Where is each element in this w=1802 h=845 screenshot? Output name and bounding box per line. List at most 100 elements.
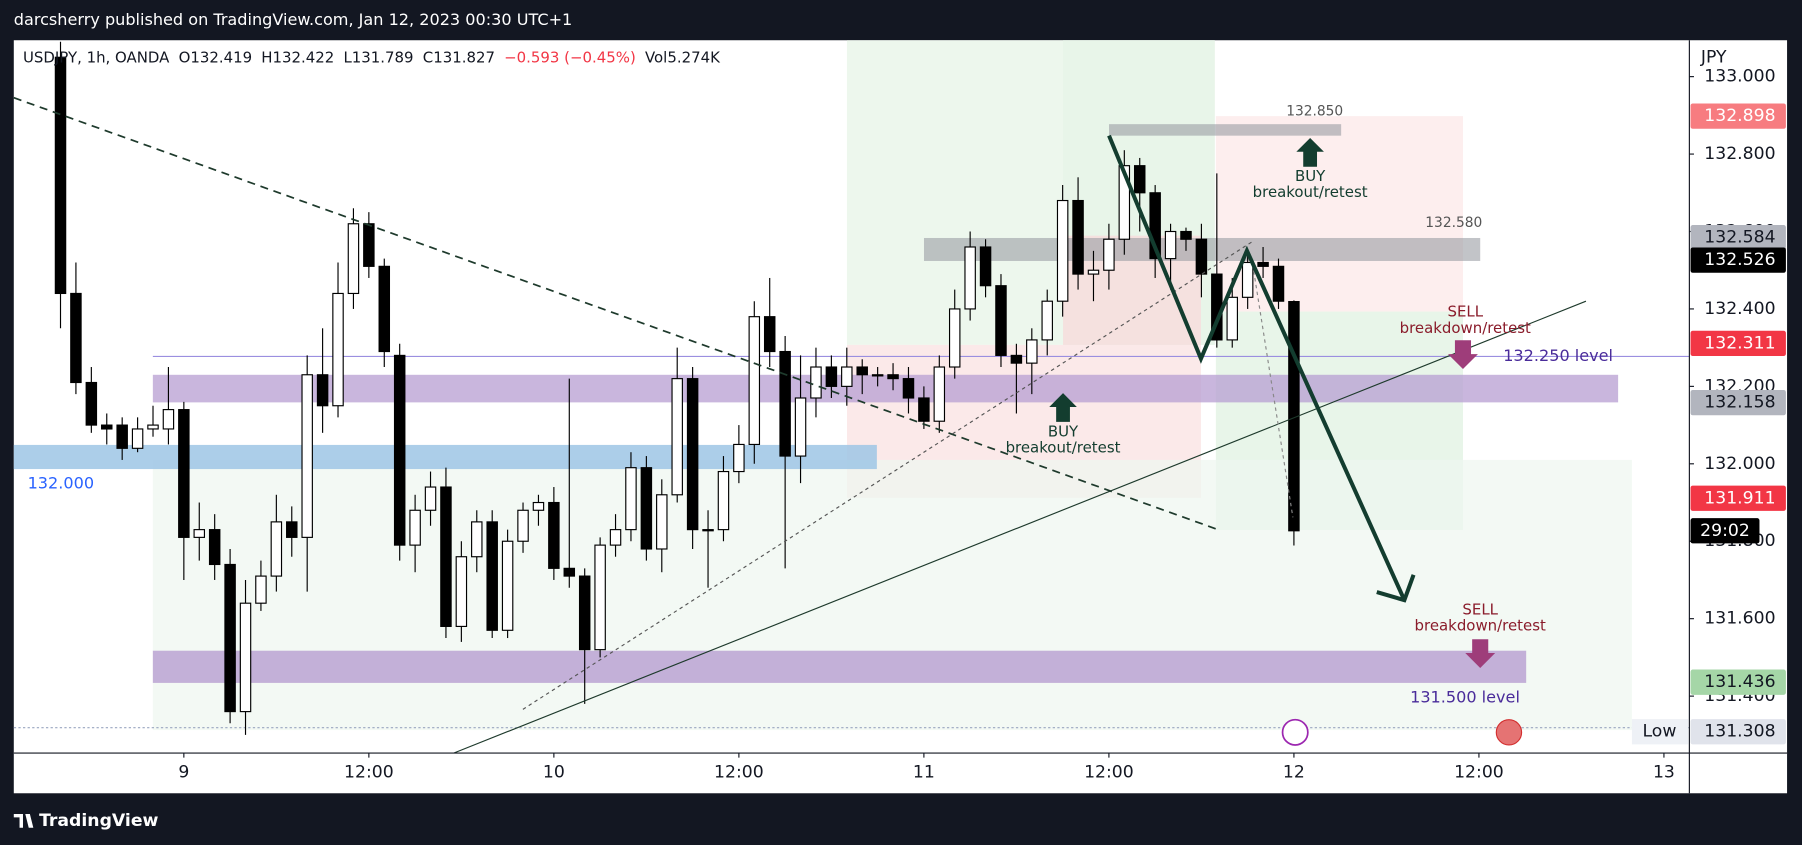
- candle-body: [841, 366, 853, 387]
- sell-arrow: [1465, 639, 1496, 668]
- candle-body: [70, 292, 82, 384]
- candle-body: [918, 397, 930, 422]
- sell-label: SELL: [1462, 600, 1498, 618]
- candle-body: [948, 308, 961, 368]
- candle-body: [1149, 192, 1161, 260]
- candle-body: [594, 544, 606, 651]
- candle-body: [517, 509, 529, 542]
- candle-body: [1026, 339, 1038, 364]
- sell-arrow: [1448, 340, 1478, 370]
- candle-body: [995, 285, 1007, 356]
- x-tick-label: 9: [178, 763, 189, 783]
- candle-body: [1133, 165, 1146, 194]
- low-label: Low: [1643, 722, 1677, 742]
- candle-body: [1087, 269, 1100, 275]
- price-tag: [1690, 225, 1786, 251]
- candle-body: [640, 467, 653, 550]
- candle-body: [748, 316, 761, 446]
- projection: [1252, 264, 1294, 518]
- candle-body: [671, 378, 683, 496]
- price-tag-label: 132.526: [1704, 250, 1775, 270]
- shade-red: [1215, 116, 1463, 312]
- brand-logo: [13, 813, 34, 828]
- candle-body: [825, 366, 838, 387]
- candle-body: [979, 246, 992, 287]
- x-tick-label: 12:00: [714, 763, 764, 783]
- level-label: 132.850: [1286, 104, 1343, 120]
- candle-body: [810, 366, 822, 399]
- candle-body: [301, 374, 313, 538]
- price-tag: [1690, 247, 1786, 273]
- currency: JPY: [1700, 47, 1727, 67]
- candle-body: [1180, 230, 1192, 240]
- candle-body: [224, 563, 236, 713]
- price-tag: [1690, 389, 1786, 416]
- zone-purple: [152, 650, 1527, 683]
- sell-label: SELL: [1447, 303, 1483, 321]
- candle-body: [702, 529, 714, 532]
- buy-arrow: [1296, 137, 1324, 167]
- candle-body: [1056, 199, 1069, 302]
- candle-body: [501, 540, 514, 631]
- candle-body: [1010, 354, 1023, 364]
- event-icon[interactable]: [1281, 718, 1309, 746]
- candle-body: [794, 397, 807, 457]
- candle-body: [887, 374, 899, 380]
- candle-body: [116, 424, 128, 449]
- y-tick-label: 133.000: [1704, 67, 1775, 87]
- candle-body: [316, 374, 329, 407]
- event-icon[interactable]: [1495, 719, 1523, 746]
- level-label: 132.000: [28, 474, 94, 493]
- trendline-dashed: [13, 96, 1217, 530]
- arrow-head: [1376, 574, 1416, 603]
- candle-body: [270, 521, 283, 577]
- symbol-header: USDJPY, 1h, OANDA O132.419 H132.422 L131.78…: [23, 49, 721, 67]
- price-tag-label: 132.584: [1704, 228, 1775, 248]
- price-tag: [1690, 330, 1786, 357]
- candle-body: [686, 378, 699, 531]
- path-arrow: [1107, 134, 1407, 601]
- candle-body: [54, 56, 67, 295]
- candle-body: [347, 223, 360, 295]
- header-item: H132.422: [261, 49, 334, 67]
- candle-body: [609, 529, 622, 546]
- y-tick-label: 131.600: [1704, 609, 1775, 629]
- candle-body: [763, 316, 776, 353]
- candle-body: [1072, 199, 1084, 275]
- buy-arrow: [1049, 393, 1077, 422]
- y-tick-label: 132.000: [1704, 454, 1775, 474]
- candle-body: [409, 509, 421, 546]
- candle-body: [471, 521, 483, 558]
- x-tick-label: 13: [1653, 763, 1675, 783]
- candle-body: [656, 494, 668, 550]
- candle-body: [902, 378, 915, 399]
- candle-body: [733, 443, 745, 473]
- candle-body: [393, 354, 406, 546]
- axis: 9 12:00 10 12:00 11 12:00 12 12:00 13 133.000 132.…: [178, 67, 1786, 783]
- brand: TradingView: [39, 811, 158, 831]
- zone-purple: [152, 374, 1619, 403]
- price-tag-label: 131.308: [1704, 722, 1775, 742]
- candle-body: [563, 567, 576, 577]
- x-tick-label: 12:00: [1084, 763, 1134, 783]
- candle-body: [1241, 261, 1254, 298]
- candle-body: [578, 575, 591, 651]
- candle-body: [1257, 261, 1269, 267]
- candle-body: [933, 366, 946, 422]
- price-tag: [1690, 485, 1786, 511]
- price-tag: [1690, 719, 1786, 745]
- header-item: L131.789: [343, 49, 413, 67]
- buy-label: breakout/retest: [1253, 183, 1368, 201]
- candle-body: [871, 374, 884, 377]
- level-label: 132.250 level: [1503, 346, 1613, 365]
- buy-label: breakout/retest: [1006, 438, 1121, 456]
- sell-label: breakdown/retest: [1415, 617, 1546, 635]
- price-tag-label: 132.898: [1704, 106, 1775, 126]
- candle-body: [1041, 300, 1053, 341]
- y-tick-label: 132.800: [1704, 144, 1775, 164]
- zone-gray: [1109, 124, 1342, 136]
- x-tick-label: 11: [913, 763, 935, 783]
- candles: [54, 41, 1300, 735]
- countdown: 29:02: [1700, 521, 1750, 541]
